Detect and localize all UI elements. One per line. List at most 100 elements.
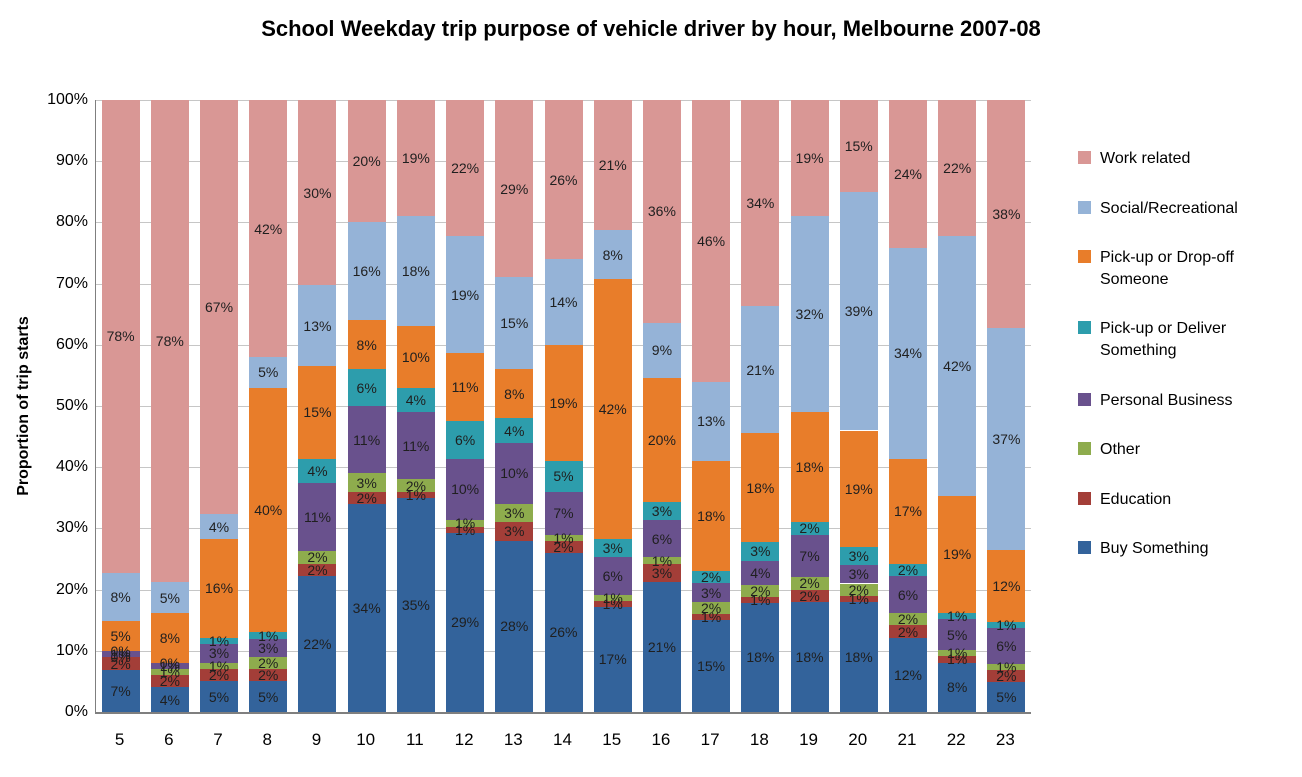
x-axis-tick-label: 23 <box>995 730 1015 749</box>
data-label-personal-business: 7% <box>553 505 574 522</box>
data-label-pick-up-or-deliver-something: 5% <box>553 468 574 485</box>
segment-social-recreational: 32% <box>790 216 829 413</box>
data-label-pick-up-or-deliver-something: 2% <box>799 520 820 537</box>
segment-other: 1% <box>987 659 1026 675</box>
data-label-other: 3% <box>356 474 377 491</box>
segment-social-recreational: 21% <box>741 306 780 434</box>
data-label-pick-up-or-drop-off-someone: 16% <box>205 580 234 597</box>
segment-social-recreational: 39% <box>839 191 878 431</box>
segment-personal-business: 5% <box>938 619 977 651</box>
data-label-social-recreational: 5% <box>258 364 279 381</box>
segment-pick-up-or-drop-off-someone: 19% <box>938 495 977 614</box>
x-axis-tick-label: 20 <box>848 730 868 749</box>
data-label-personal-business: 6% <box>897 586 919 603</box>
segment-education: 2% <box>544 539 583 555</box>
data-label-education: 2% <box>996 668 1017 684</box>
data-label-buy-something: 22% <box>303 636 332 652</box>
x-axis-tick-label: 11 <box>406 730 424 749</box>
segment-social-recreational: 9% <box>642 322 681 379</box>
segment-pick-up-or-deliver-something: 4% <box>298 458 337 484</box>
y-axis-tick-label: 0% <box>64 703 88 720</box>
y-axis-tick-label: 70% <box>55 274 88 292</box>
segment-other: 2% <box>298 549 337 565</box>
data-label-education: 2% <box>799 587 820 604</box>
data-label-work-related: 78% <box>106 328 135 345</box>
segment-personal-business: 6% <box>593 557 632 595</box>
data-label-work-related: 36% <box>647 203 676 220</box>
segment-buy-something: 5% <box>249 681 288 712</box>
data-label-pick-up-or-drop-off-someone: 12% <box>992 578 1021 594</box>
segment-education: 2% <box>249 667 288 683</box>
segment-personal-business: 11% <box>396 412 435 480</box>
x-axis-tick-label: 18 <box>749 730 769 749</box>
segment-other: 2% <box>888 611 927 627</box>
data-label-social-recreational: 4% <box>208 518 230 535</box>
segment-pick-up-or-drop-off-someone: 19% <box>544 344 583 462</box>
segment-social-recreational: 4% <box>200 514 239 539</box>
segment-personal-business: 10% <box>495 442 534 504</box>
data-label-other: 2% <box>750 582 771 599</box>
data-label-pick-up-or-drop-off-someone: 10% <box>401 349 430 366</box>
data-label-work-related: 20% <box>352 153 381 170</box>
bar-hour-22: 8% 1% 1% 5% 1% 19% 42% 22% <box>938 100 977 712</box>
legend-swatch-social-recreational <box>1078 200 1091 214</box>
data-label-buy-something: 8% <box>947 679 968 696</box>
data-label-social-recreational: 18% <box>401 263 430 280</box>
segment-social-recreational: 16% <box>347 222 386 321</box>
data-label-pick-up-or-deliver-something: 4% <box>405 391 426 408</box>
segment-work-related: 26% <box>544 100 583 260</box>
segment-education: 3% <box>495 522 534 541</box>
data-label-personal-business: 6% <box>651 530 673 547</box>
segment-work-related: 36% <box>642 100 681 323</box>
data-label-buy-something: 12% <box>893 666 922 683</box>
data-label-other: 3% <box>504 505 525 522</box>
data-label-personal-business: 1% <box>110 646 131 663</box>
segment-education: 1% <box>593 596 632 612</box>
data-label-buy-something: 29% <box>451 614 480 631</box>
segment-other: 2% <box>692 600 731 616</box>
data-label-pick-up-or-deliver-something: 2% <box>701 569 722 586</box>
data-label-personal-business: 3% <box>701 584 722 601</box>
y-axis-tick-label: 90% <box>55 152 88 170</box>
segment-buy-something: 18% <box>741 602 780 712</box>
segment-personal-business: 1% <box>101 646 140 662</box>
bar-hour-18: 18% 1% 2% 4% 3% 18% 21% 34% <box>741 100 780 712</box>
data-label-pick-up-or-deliver-something: 0% <box>110 643 131 660</box>
data-label-other: 2% <box>799 575 820 592</box>
data-label-personal-business: 11% <box>353 431 381 448</box>
data-label-personal-business: 11% <box>402 437 430 454</box>
data-label-buy-something: 28% <box>500 618 529 635</box>
segment-buy-something: 22% <box>298 576 337 712</box>
data-label-pick-up-or-drop-off-someone: 20% <box>647 432 676 449</box>
legend: Work related Social/Recreational Pick-up o… <box>1078 148 1275 560</box>
data-label-education: 2% <box>159 673 180 690</box>
legend-item-pick-up-or-deliver-something: Pick-up or Deliver Something <box>1078 318 1275 361</box>
data-label-buy-something: 34% <box>352 599 381 616</box>
data-label-pick-up-or-deliver-something: 3% <box>602 540 623 557</box>
bar-hour-17: 15% 1% 2% 3% 2% 18% 13% 46% <box>692 100 731 712</box>
segment-social-recreational: 34% <box>888 248 927 459</box>
segment-social-recreational: 18% <box>396 216 435 327</box>
data-label-buy-something: 35% <box>401 596 430 613</box>
data-label-work-related: 22% <box>451 160 480 176</box>
data-label-social-recreational: 9% <box>651 342 673 359</box>
segment-social-recreational: 5% <box>249 357 288 388</box>
segment-education: 1% <box>741 592 780 608</box>
legend-label-social-recreational: Social/Recreational <box>1100 199 1238 217</box>
data-label-pick-up-or-deliver-something: 6% <box>454 432 476 448</box>
legend-swatch-personal-business <box>1078 392 1091 406</box>
data-label-social-recreational: 15% <box>500 315 529 332</box>
segment-work-related: 42% <box>249 100 288 358</box>
data-label-education: 1% <box>947 651 968 668</box>
legend-swatch-education <box>1078 491 1091 505</box>
segment-work-related: 15% <box>839 100 878 192</box>
segment-social-recreational: 42% <box>938 236 977 496</box>
segment-personal-business: 7% <box>544 491 583 535</box>
bar-hour-23: 5% 2% 1% 6% 1% 12% 37% 38% <box>987 100 1026 712</box>
data-label-other: 1% <box>208 657 230 674</box>
segment-pick-up-or-drop-off-someone: 19% <box>839 430 878 547</box>
segment-other: 1% <box>642 553 681 569</box>
segment-education: 2% <box>987 668 1026 684</box>
y-axis-tick-label: 100% <box>47 91 88 108</box>
legend-swatch-pick-up-or-deliver-something <box>1078 321 1091 335</box>
